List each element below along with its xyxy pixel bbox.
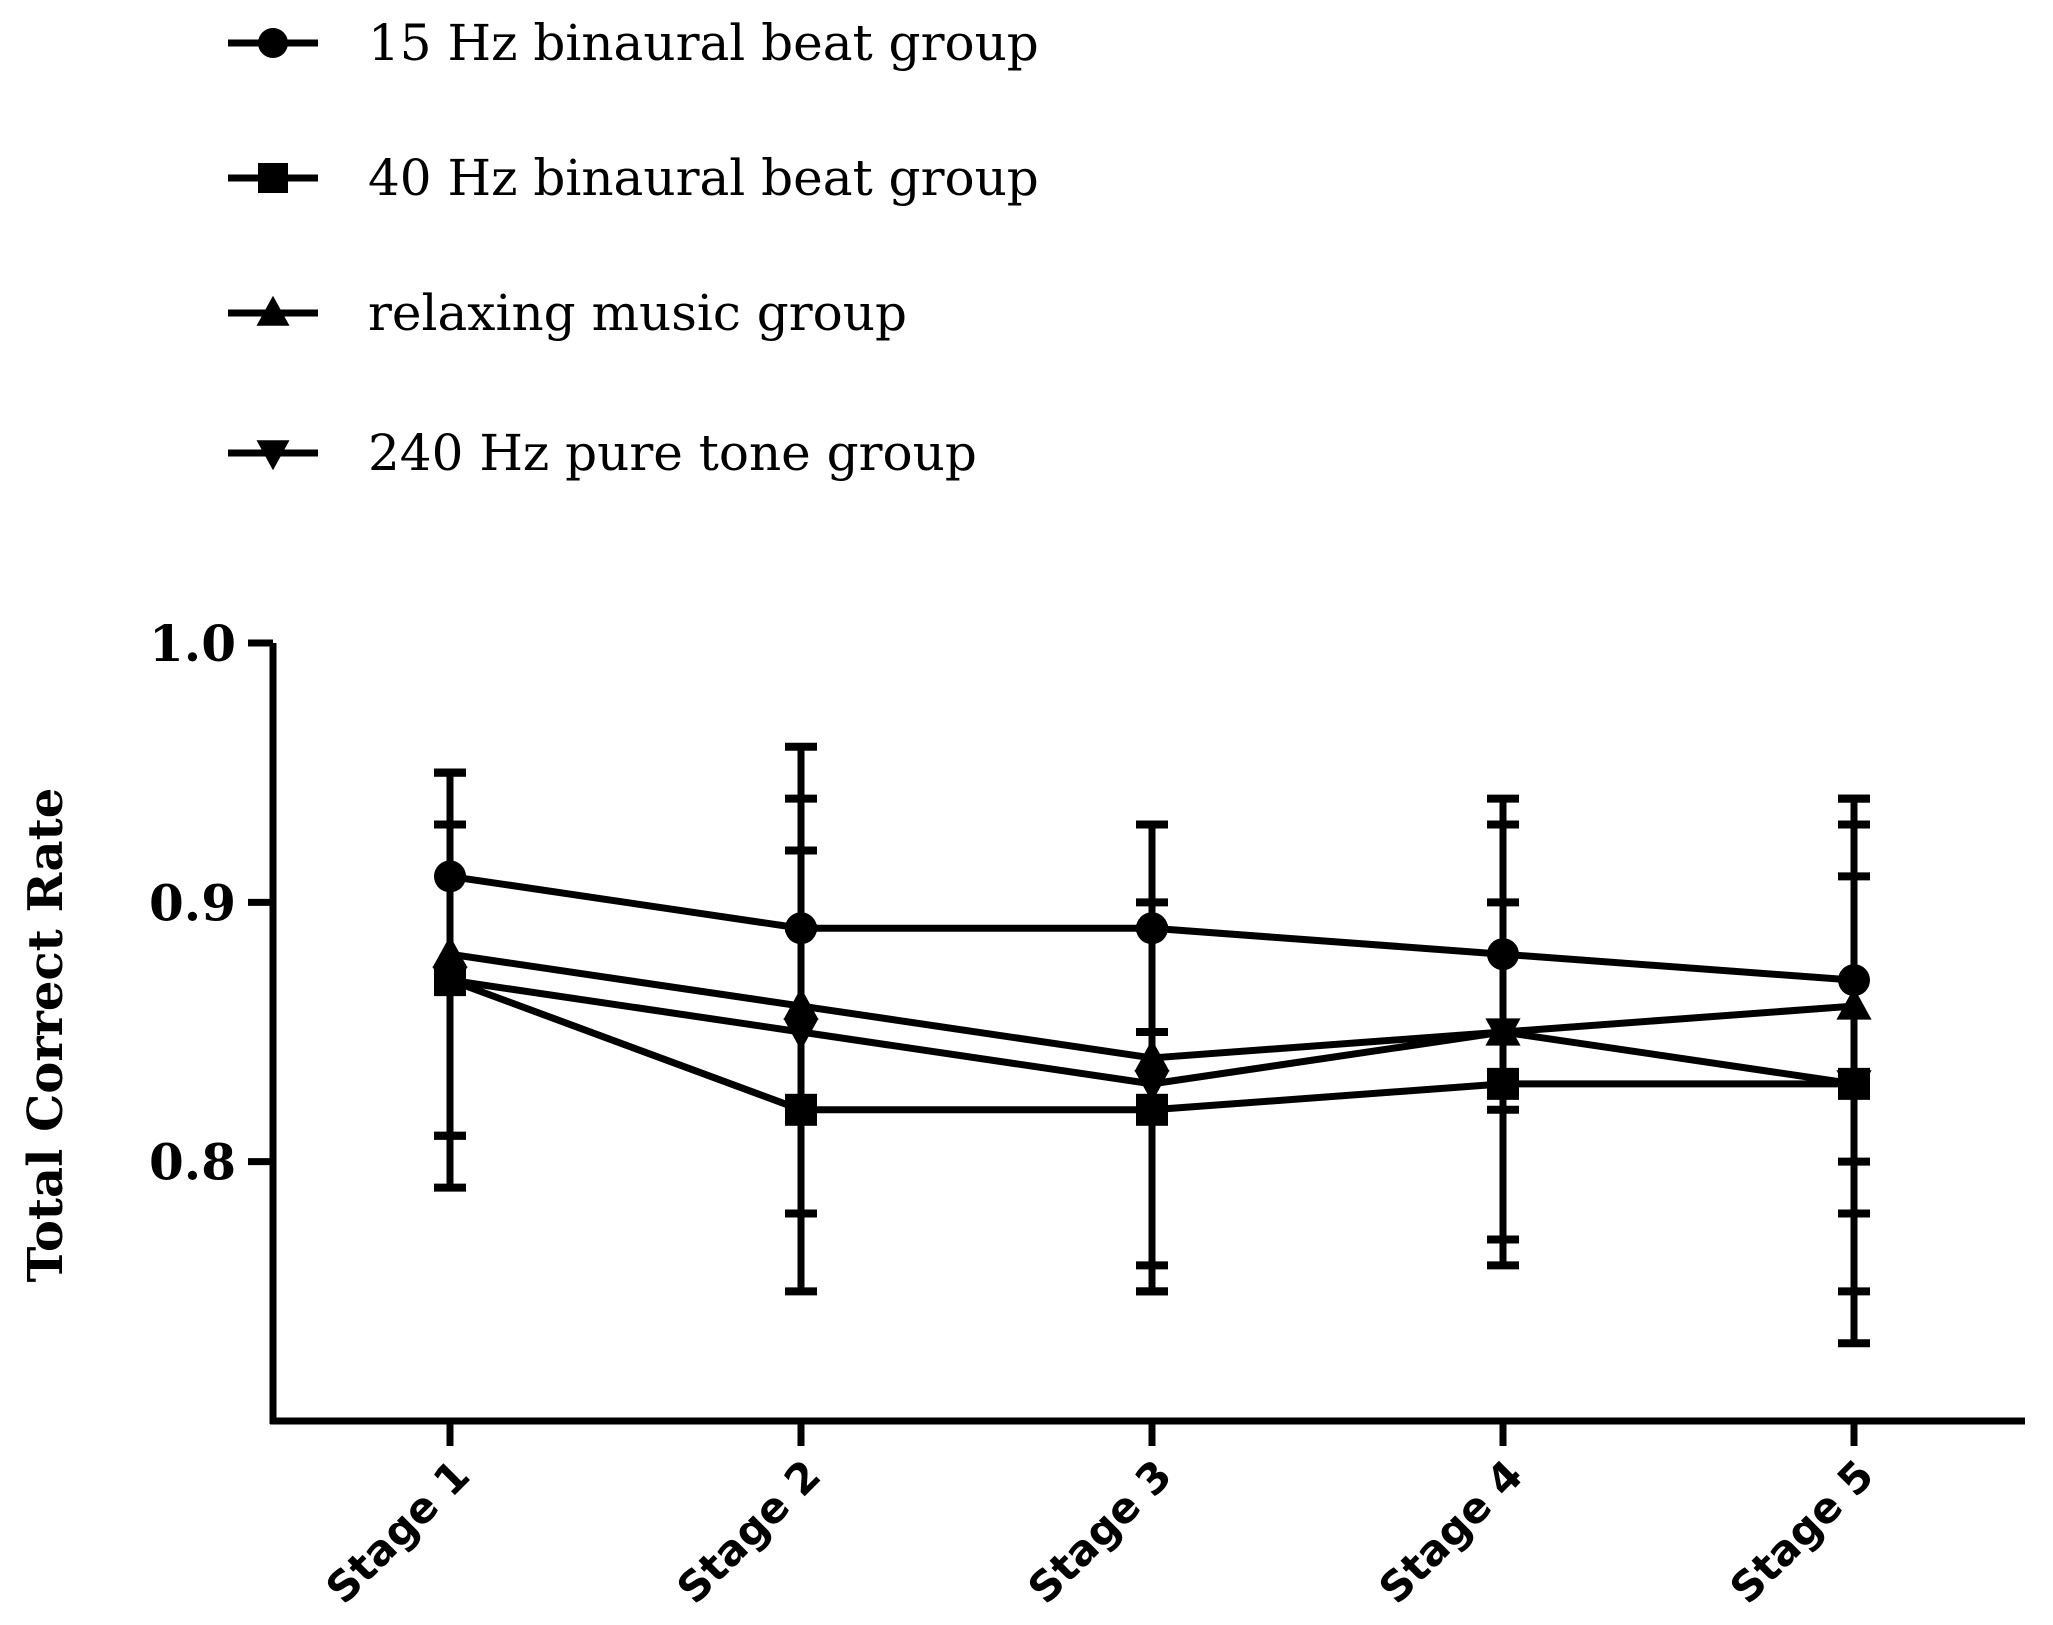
x-tick-label-5: Stage 5 bbox=[1720, 1450, 1883, 1613]
marker-s1-4 bbox=[1487, 938, 1519, 971]
marker-s4-5 bbox=[1836, 1070, 1872, 1103]
legend-marker-1 bbox=[258, 28, 288, 58]
marker-s3-2 bbox=[783, 987, 819, 1020]
legend-label-4: 240 Hz pure tone group bbox=[368, 424, 977, 482]
marker-s4-1 bbox=[432, 966, 468, 999]
x-tick-label-3: Stage 3 bbox=[1018, 1450, 1181, 1613]
legend-label-1: 15 Hz binaural beat group bbox=[368, 14, 1039, 72]
marker-s2-4 bbox=[1487, 1067, 1519, 1100]
y-ticks: 0.8 0.9 1.0 bbox=[149, 614, 273, 1192]
legend: 15 Hz binaural beat group 40 Hz binaural … bbox=[228, 14, 1039, 482]
x-ticks: Stage 1 Stage 2 Stage 3 Stage 4 Stage 5 bbox=[316, 1421, 1883, 1613]
marker-s1-2 bbox=[785, 912, 817, 945]
legend-label-2: 40 Hz binaural beat group bbox=[368, 149, 1039, 207]
marker-s3-5 bbox=[1836, 987, 1872, 1020]
legend-marker-2 bbox=[258, 163, 288, 193]
x-tick-label-2: Stage 2 bbox=[667, 1450, 830, 1613]
marker-s4-2 bbox=[783, 1018, 819, 1051]
marker-s3-1 bbox=[432, 935, 468, 968]
y-tick-label-3: 1.0 bbox=[149, 614, 236, 673]
marker-s4-4 bbox=[1485, 1018, 1521, 1051]
x-tick-label-4: Stage 4 bbox=[1369, 1450, 1532, 1613]
y-tick-label-1: 0.8 bbox=[149, 1133, 236, 1192]
marker-s4-3 bbox=[1134, 1070, 1170, 1103]
marker-s2-2 bbox=[785, 1093, 817, 1126]
marker-s3-3 bbox=[1134, 1039, 1170, 1072]
x-tick-label-1: Stage 1 bbox=[316, 1450, 479, 1613]
axes bbox=[269, 643, 2025, 1425]
y-tick-label-2: 0.9 bbox=[149, 873, 236, 932]
marker-s1-1 bbox=[434, 860, 466, 893]
marker-s1-5 bbox=[1838, 964, 1870, 997]
legend-label-3: relaxing music group bbox=[368, 284, 907, 342]
legend-marker-4 bbox=[256, 440, 290, 471]
marker-s1-3 bbox=[1136, 912, 1168, 945]
series-markers bbox=[432, 860, 1872, 1126]
legend-marker-3 bbox=[256, 295, 290, 326]
y-axis-label: Total Correct Rate bbox=[18, 788, 74, 1283]
